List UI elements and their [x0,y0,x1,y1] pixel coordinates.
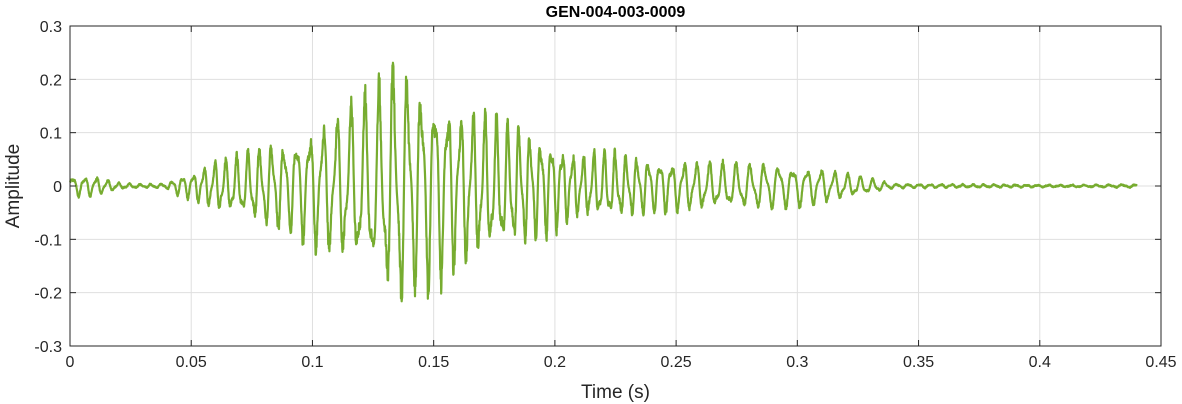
y-axis-ticks: -0.3 -0.2 -0.1 0 0.1 0.2 0.3 [34,19,1161,356]
x-tick-label: 0.1 [301,354,323,371]
y-tick-label: 0.3 [40,19,62,36]
x-tick-label: 0.05 [176,354,207,371]
y-tick-label: -0.3 [34,339,62,356]
x-tick-label: 0.45 [1145,354,1176,371]
y-tick-label: 0.2 [40,72,62,89]
x-tick-label: 0 [66,354,75,371]
x-tick-label: 0.15 [418,354,449,371]
chart-title: GEN-004-003-0009 [546,4,686,21]
x-tick-label: 0.2 [544,354,566,371]
signal-series [69,61,1138,303]
x-tick-label: 0.25 [661,354,692,371]
y-tick-label: -0.1 [34,232,62,249]
x-tick-label: 0.4 [1029,354,1051,371]
x-axis-label: Time (s) [581,382,650,403]
y-axis-label: Amplitude [3,144,24,229]
x-tick-label: 0.3 [786,354,808,371]
y-tick-label: -0.2 [34,286,62,303]
x-tick-label: 0.35 [903,354,934,371]
x-axis-ticks: 0 0.05 0.1 0.15 0.2 0.25 0.3 0.35 0.4 0.45 [66,26,1177,371]
y-tick-label: 0 [53,179,62,196]
y-tick-label: 0.1 [40,126,62,143]
signal-line [69,61,1138,303]
